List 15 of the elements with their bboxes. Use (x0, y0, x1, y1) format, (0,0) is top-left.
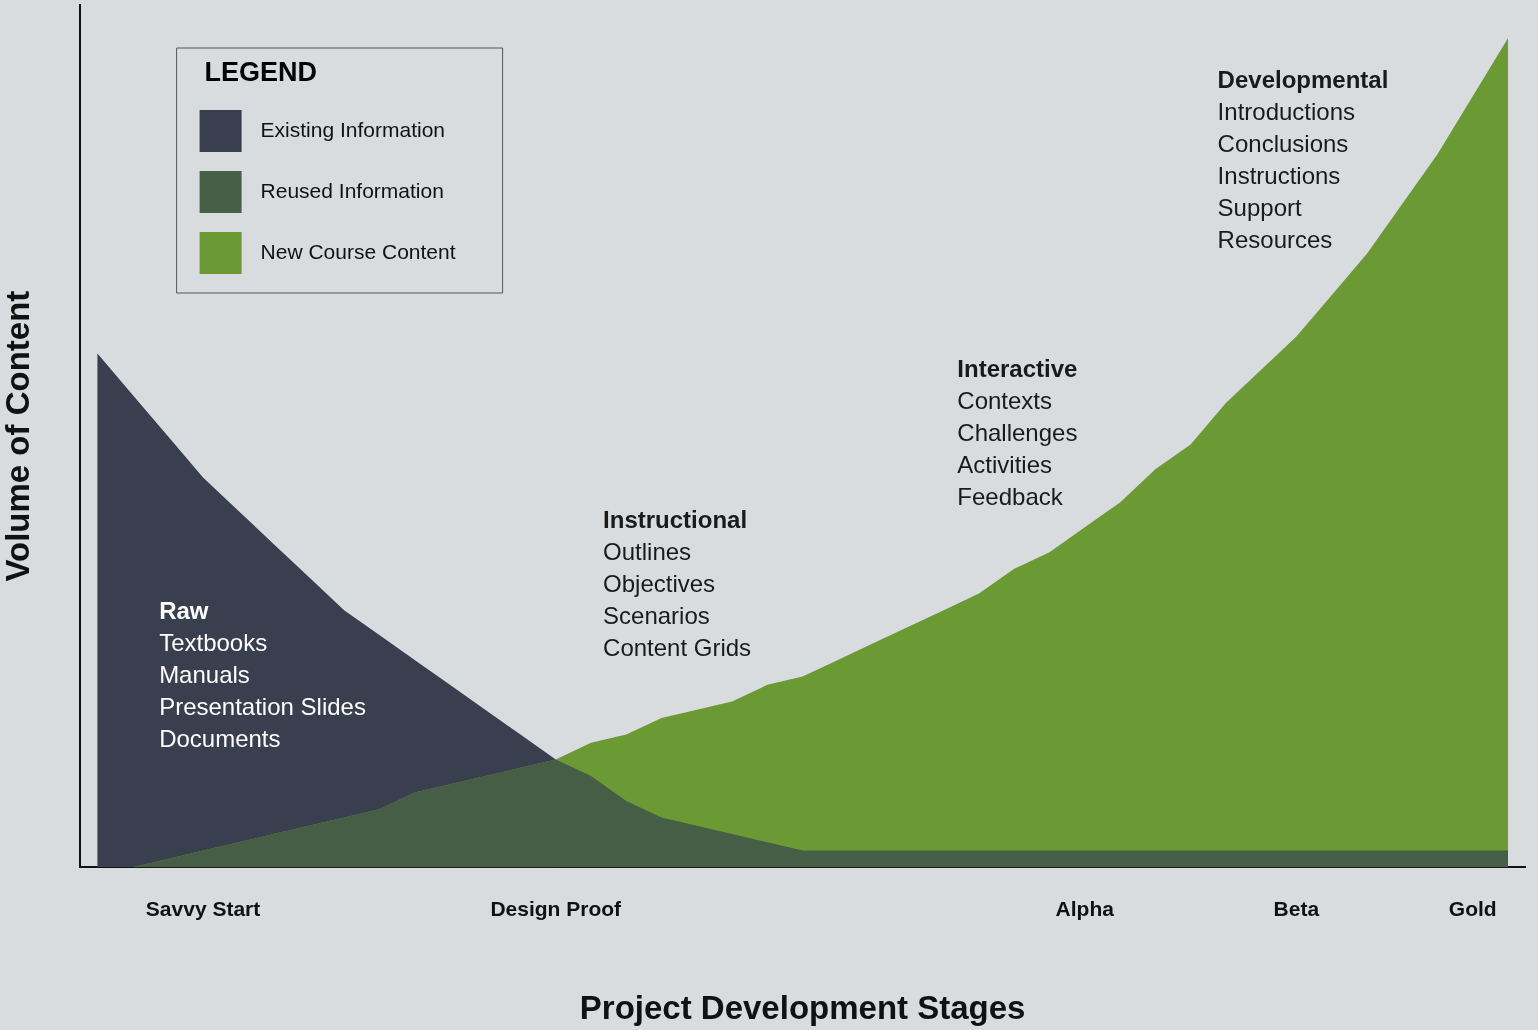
annotation: Developmental Introductions Conclusions Instructions Support Resources (1217, 66, 1389, 254)
annotation: Raw Textbooks Manuals Presentation Slides Documents (159, 596, 366, 752)
x-tick-label: Design Proof (490, 896, 623, 920)
legend-label: Existing Information (260, 117, 446, 141)
legend-label: New Course Content (260, 239, 456, 263)
x-tick-label: Beta (1273, 896, 1320, 920)
x-tick-label: Alpha (1055, 896, 1115, 920)
legend-label: Reused Information (260, 178, 444, 202)
annotation: Interactive Contexts Challenges Activities Feedback (957, 355, 1078, 511)
annotation: Instructional Outlines Objectives Scenarios Content Grids (603, 506, 752, 662)
x-axis-title: Project Development Stages (579, 989, 1026, 1027)
x-tick-label: Gold (1448, 896, 1497, 920)
y-axis-title: Volume of Content (0, 290, 36, 582)
legend-title: LEGEND (204, 57, 318, 88)
x-tick-label: Savvy Start (145, 896, 261, 920)
